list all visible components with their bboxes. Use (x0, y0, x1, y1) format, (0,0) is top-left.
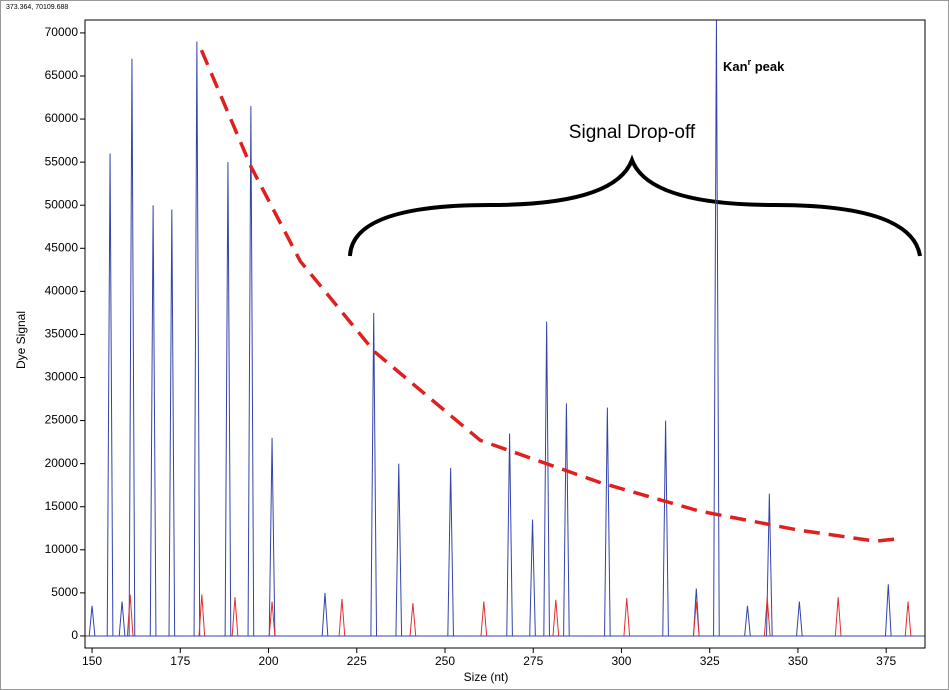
y-tick-label: 20000 (45, 456, 79, 470)
peak (543, 321, 550, 636)
x-tick-label: 350 (788, 654, 808, 668)
y-tick-label: 15000 (45, 499, 79, 513)
peak (370, 312, 378, 636)
peak (88, 605, 96, 636)
brace (348, 154, 922, 257)
trend-line (199, 49, 901, 543)
x-tick-label: 225 (347, 654, 367, 668)
y-tick-label: 60000 (45, 111, 79, 125)
peak (395, 463, 403, 636)
x-tick-label: 150 (82, 654, 102, 668)
x-tick-label: 175 (170, 654, 190, 668)
peak (744, 605, 751, 636)
peak (884, 584, 892, 636)
x-tick-label: 375 (876, 654, 896, 668)
peak (766, 493, 773, 636)
peak (338, 598, 346, 636)
peak (149, 205, 157, 636)
readout: 373.364, 70109.688 (6, 4, 68, 11)
x-axis-label: Size (nt) (464, 670, 509, 684)
y-tick-label: 65000 (45, 68, 79, 82)
y-tick-label: 45000 (45, 240, 79, 254)
peak (662, 420, 669, 636)
peak (796, 601, 803, 636)
kan-rest: peak (751, 59, 785, 74)
peak (268, 601, 276, 636)
x-tick-label: 325 (700, 654, 720, 668)
peak (763, 597, 771, 636)
peak (506, 433, 513, 636)
peak (713, 20, 720, 636)
peak (409, 603, 417, 636)
peak (106, 153, 114, 636)
peak (563, 403, 570, 636)
peak (198, 594, 206, 636)
y-tick-label: 25000 (45, 413, 79, 427)
peak (834, 597, 842, 636)
peak (128, 58, 136, 636)
peak (552, 599, 560, 636)
y-tick-label: 70000 (45, 25, 79, 39)
peak (480, 601, 488, 636)
x-tick-label: 300 (611, 654, 631, 668)
peak (231, 597, 239, 636)
peak (692, 601, 700, 636)
annotation-kan: Kanr peak (723, 57, 785, 74)
y-axis-label: Dye Signal (14, 311, 28, 369)
peak (118, 601, 126, 636)
y-tick-label: 5000 (51, 585, 78, 599)
peak (247, 106, 255, 636)
peak (268, 437, 276, 636)
peak (193, 41, 201, 636)
y-tick-label: 10000 (45, 542, 79, 556)
kan: Kan (723, 59, 748, 74)
x-tick-label: 275 (523, 654, 543, 668)
y-tick-label: 0 (71, 628, 78, 642)
peak (623, 597, 631, 636)
y-tick-label: 50000 (45, 197, 79, 211)
peak (529, 519, 536, 636)
plot (88, 20, 912, 636)
x-tick-label: 200 (259, 654, 279, 668)
peak (604, 407, 611, 636)
y-tick-label: 40000 (45, 284, 79, 298)
annotation-drop: Signal Drop-off (569, 122, 696, 143)
x-tick-label: 250 (435, 654, 455, 668)
y-tick-label: 30000 (45, 370, 79, 384)
peak (224, 162, 232, 636)
peak (168, 209, 176, 636)
y-tick-label: 35000 (45, 327, 79, 341)
kan-sup: r (748, 57, 752, 67)
peak (904, 601, 912, 636)
peak (321, 592, 329, 636)
peak (126, 594, 134, 636)
y-tick-label: 55000 (45, 154, 79, 168)
peak (447, 467, 454, 636)
